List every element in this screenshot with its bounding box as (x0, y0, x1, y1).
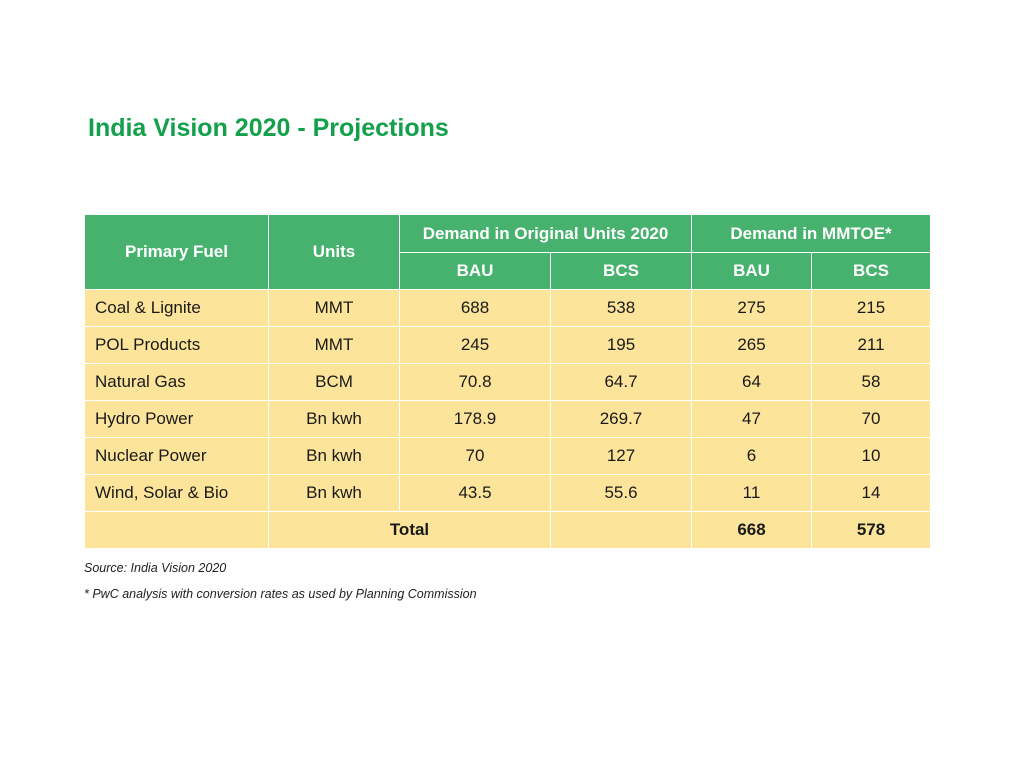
header-original-bau: BAU (399, 252, 551, 290)
total-mmtoe-bcs: 578 (810, 511, 932, 549)
cell-mmtoe-bau: 265 (691, 326, 812, 364)
table-header: Primary Fuel Units Demand in Original Un… (84, 214, 932, 290)
cell-units: BCM (268, 363, 400, 401)
cell-units: Bn kwh (268, 400, 400, 438)
header-row-groups: Primary Fuel Units Demand in Original Un… (84, 214, 932, 290)
cell-mmtoe-bau: 6 (691, 437, 812, 475)
table-body: Coal & Lignite MMT 688 538 275 215 POL P… (84, 289, 932, 549)
cell-fuel: Hydro Power (84, 400, 269, 438)
cell-fuel: Nuclear Power (84, 437, 269, 475)
cell-mmtoe-bau: 47 (691, 400, 812, 438)
cell-original-bcs: 269.7 (550, 400, 692, 438)
cell-mmtoe-bcs: 215 (810, 289, 932, 327)
cell-mmtoe-bau: 11 (691, 474, 812, 512)
cell-original-bau: 70.8 (399, 363, 551, 401)
cell-units: MMT (268, 289, 400, 327)
cell-original-bcs: 127 (550, 437, 692, 475)
cell-original-bcs: 538 (550, 289, 692, 327)
cell-total-blank (84, 511, 269, 549)
table-row: Hydro Power Bn kwh 178.9 269.7 47 70 (84, 400, 932, 438)
total-label: Total (268, 511, 551, 549)
cell-mmtoe-bcs: 14 (810, 474, 932, 512)
cell-original-bau: 245 (399, 326, 551, 364)
table-row: Coal & Lignite MMT 688 538 275 215 (84, 289, 932, 327)
table-row: Nuclear Power Bn kwh 70 127 6 10 (84, 437, 932, 475)
cell-fuel: POL Products (84, 326, 269, 364)
projections-table: Primary Fuel Units Demand in Original Un… (84, 214, 932, 549)
table-row: Natural Gas BCM 70.8 64.7 64 58 (84, 363, 932, 401)
cell-original-bau: 178.9 (399, 400, 551, 438)
header-demand-original: Demand in Original Units 2020 (399, 214, 692, 253)
cell-original-bcs: 195 (550, 326, 692, 364)
cell-original-bau: 688 (399, 289, 551, 327)
cell-units: MMT (268, 326, 400, 364)
total-row: Total 668 578 (84, 511, 932, 549)
cell-mmtoe-bcs: 211 (810, 326, 932, 364)
cell-original-bau: 70 (399, 437, 551, 475)
cell-mmtoe-bcs: 10 (810, 437, 932, 475)
cell-original-bau: 43.5 (399, 474, 551, 512)
cell-fuel: Natural Gas (84, 363, 269, 401)
cell-fuel: Coal & Lignite (84, 289, 269, 327)
header-mmtoe-bcs: BCS (810, 252, 932, 290)
total-mmtoe-bau: 668 (691, 511, 812, 549)
header-demand-mmtoe: Demand in MMTOE* (690, 214, 932, 253)
header-primary-fuel: Primary Fuel (84, 214, 269, 290)
table-row: POL Products MMT 245 195 265 211 (84, 326, 932, 364)
cell-units: Bn kwh (268, 437, 400, 475)
cell-total-blank (550, 511, 692, 549)
slide-title: India Vision 2020 - Projections (88, 114, 449, 142)
cell-fuel: Wind, Solar & Bio (84, 474, 269, 512)
cell-original-bcs: 55.6 (550, 474, 692, 512)
cell-mmtoe-bau: 64 (691, 363, 812, 401)
cell-original-bcs: 64.7 (550, 363, 692, 401)
header-mmtoe-bau: BAU (691, 252, 812, 290)
header-units: Units (268, 214, 400, 290)
cell-mmtoe-bcs: 58 (810, 363, 932, 401)
header-row-scenarios: BAU BCS BAU BCS (85, 252, 932, 290)
cell-mmtoe-bau: 275 (691, 289, 812, 327)
header-original-bcs: BCS (550, 252, 692, 290)
cell-units: Bn kwh (268, 474, 400, 512)
source-note: Source: India Vision 2020 (84, 561, 227, 575)
conversion-footnote: * PwC analysis with conversion rates as … (84, 587, 477, 601)
cell-mmtoe-bcs: 70 (810, 400, 932, 438)
table-row: Wind, Solar & Bio Bn kwh 43.5 55.6 11 14 (84, 474, 932, 512)
